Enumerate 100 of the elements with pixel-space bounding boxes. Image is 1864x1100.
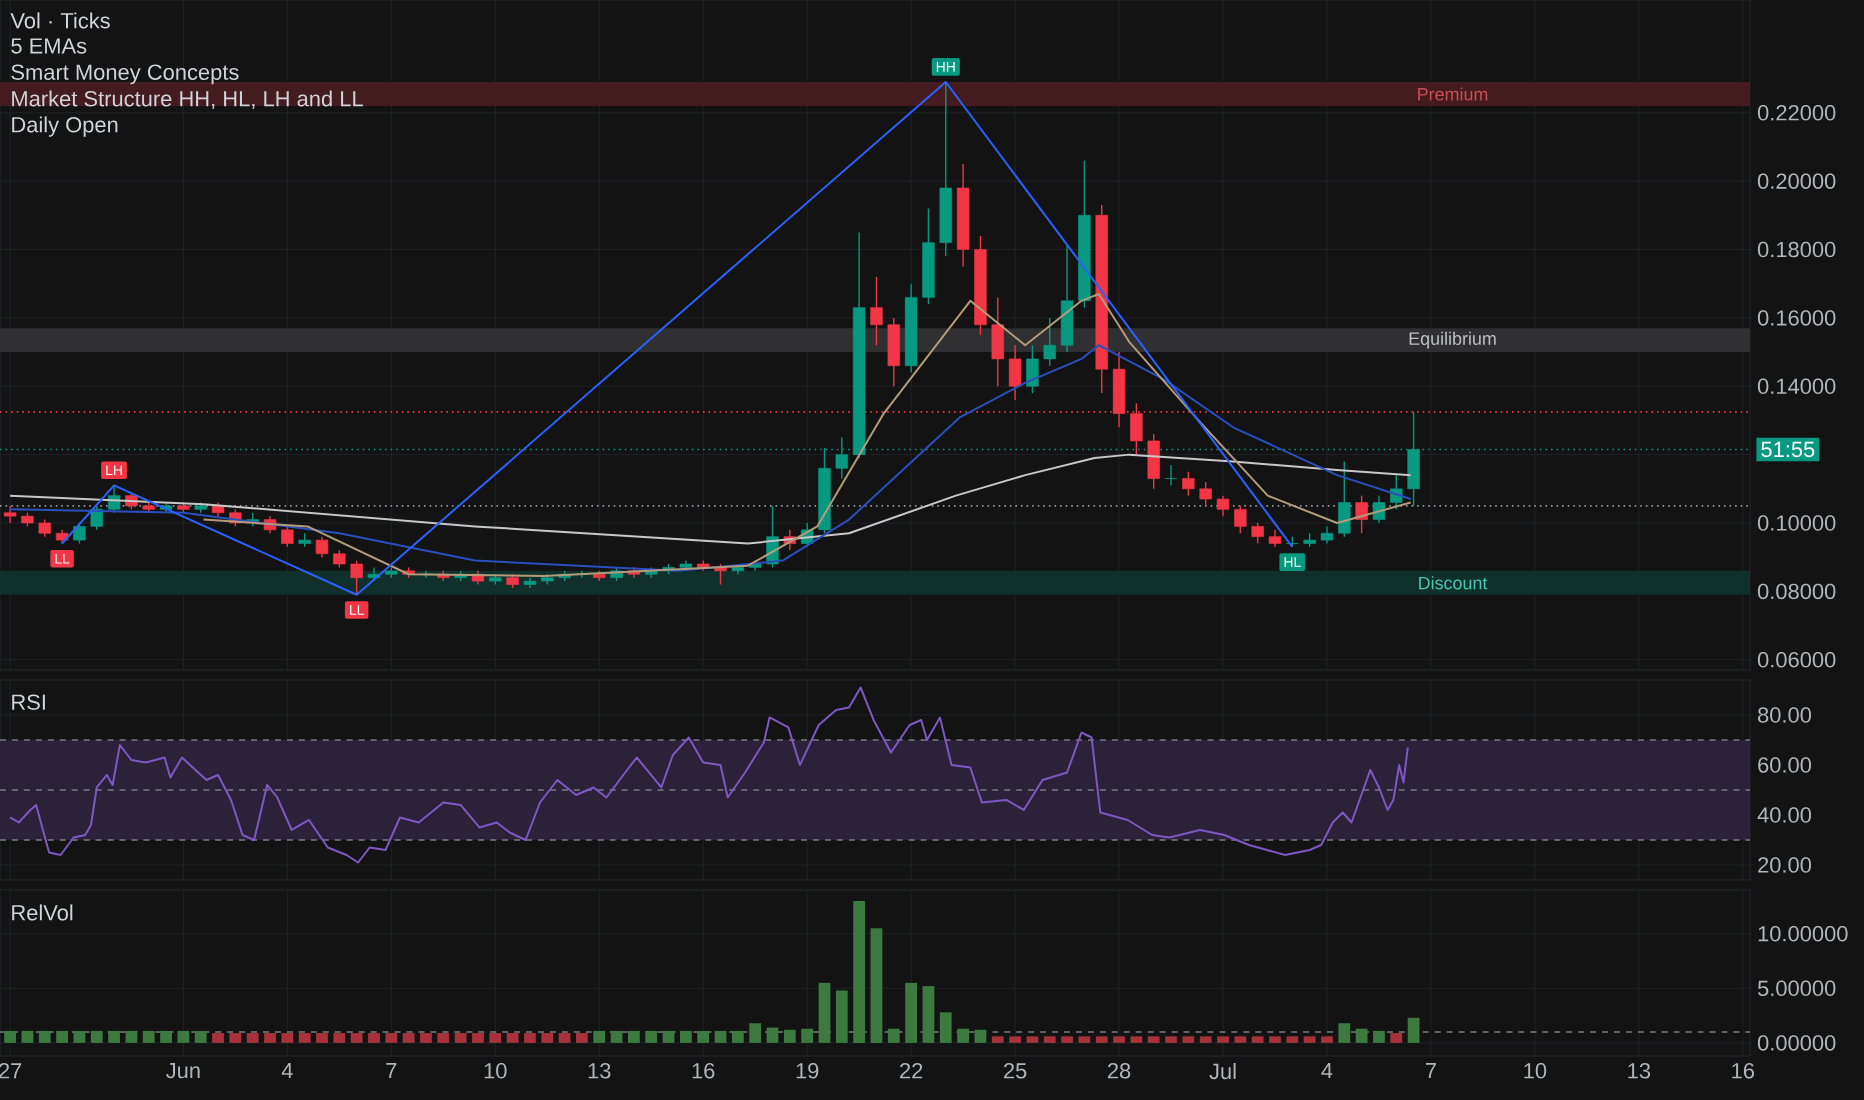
candlestick — [1199, 481, 1212, 507]
y-tick-label: 10.00000 — [1758, 925, 1848, 942]
band-label: Premium — [1418, 87, 1488, 101]
bar — [749, 1023, 762, 1043]
bar — [1078, 1036, 1091, 1043]
bar — [1373, 1030, 1385, 1043]
candlestick — [1216, 494, 1230, 517]
bar — [1286, 1036, 1299, 1043]
bar — [246, 1033, 259, 1043]
bar — [1303, 1036, 1316, 1043]
band-label: Discount — [1419, 576, 1488, 590]
x-tick-label: 13 — [1628, 1063, 1651, 1079]
bar — [905, 982, 918, 1043]
candlestick — [1338, 460, 1351, 538]
bar — [679, 1030, 692, 1043]
bar — [610, 1030, 623, 1043]
bar — [264, 1033, 276, 1043]
y-tick-label: 0.20000 — [1757, 173, 1836, 189]
bar — [870, 928, 883, 1043]
bar — [472, 1033, 484, 1043]
bar — [541, 1033, 554, 1043]
y-tick-label: 40.00 — [1757, 807, 1812, 823]
bar — [489, 1033, 502, 1043]
bar — [957, 1028, 969, 1043]
y-tick-label: 0.16000 — [1757, 310, 1836, 326]
annotation: Vol · Ticks — [10, 12, 110, 29]
candlestick — [281, 525, 294, 548]
bar — [731, 1030, 744, 1043]
bar — [1338, 1023, 1351, 1043]
bar — [125, 1030, 138, 1043]
y-tick-label: 5.00000 — [1757, 980, 1836, 997]
x-tick-label: 7 — [386, 1063, 397, 1079]
bar — [1113, 1036, 1125, 1043]
bar — [1061, 1036, 1073, 1043]
annotation: 5 EMAs — [11, 38, 87, 54]
bar — [142, 1030, 155, 1043]
bar — [939, 1012, 952, 1043]
bar — [1147, 1036, 1160, 1043]
bar — [662, 1030, 675, 1043]
bar — [1321, 1036, 1333, 1043]
y-tick-label: 20.00 — [1758, 857, 1812, 873]
bar — [1251, 1036, 1264, 1043]
bar — [1199, 1036, 1212, 1043]
candlestick — [1182, 471, 1195, 497]
bar — [21, 1030, 34, 1043]
bar — [420, 1033, 432, 1043]
bar — [1182, 1036, 1195, 1043]
bar — [316, 1033, 328, 1043]
text: RSI — [12, 694, 45, 710]
bar — [90, 1030, 103, 1043]
annotation: Daily Open — [12, 116, 118, 137]
bar — [991, 1036, 1004, 1043]
candlestick — [1147, 433, 1160, 490]
x-tick-label: 10 — [484, 1063, 507, 1079]
y-tick-label: 0.08000 — [1757, 583, 1836, 600]
bar — [194, 1030, 207, 1043]
x-tick-label: Jun — [166, 1063, 200, 1079]
bar — [922, 986, 935, 1043]
x-tick-label: 28 — [1107, 1063, 1131, 1079]
x-tick-label: Jul — [1209, 1063, 1236, 1080]
bar — [73, 1030, 86, 1043]
bar — [108, 1030, 120, 1043]
annotation: 51:55 — [1761, 441, 1815, 458]
annotation: Smart Money Concepts — [11, 64, 239, 85]
bar — [1043, 1036, 1056, 1043]
bar — [281, 1033, 294, 1043]
bar — [627, 1030, 640, 1043]
bar — [766, 1027, 779, 1043]
bar — [160, 1030, 172, 1043]
x-tick-label: 25 — [1003, 1063, 1027, 1079]
candlestick — [887, 317, 900, 387]
bar — [368, 1033, 380, 1043]
bar — [801, 1028, 814, 1043]
bar — [887, 1028, 900, 1043]
bar — [558, 1033, 571, 1043]
bar — [298, 1033, 311, 1043]
bar — [177, 1030, 190, 1043]
candlestick — [1251, 522, 1264, 545]
x-tick-label: 10 — [1524, 1063, 1547, 1079]
bar — [1269, 1036, 1281, 1043]
bar — [1130, 1036, 1143, 1043]
annotation: Market Structure HH, HL, LH and LL — [12, 90, 363, 110]
y-tick-label: 60.00 — [1758, 757, 1812, 773]
x-tick-label: 13 — [588, 1063, 611, 1079]
bar — [1026, 1036, 1039, 1043]
candlestick — [1164, 464, 1178, 487]
bar — [350, 1033, 363, 1043]
bar — [593, 1030, 606, 1043]
bar — [454, 1033, 467, 1043]
candlestick — [350, 559, 363, 596]
bar — [697, 1030, 710, 1043]
x-tick-label: 16 — [1732, 1063, 1755, 1079]
x-tick-label: 4 — [1321, 1063, 1333, 1079]
x-tick-label: 16 — [692, 1063, 715, 1079]
bar — [1165, 1036, 1177, 1043]
bar — [576, 1033, 588, 1043]
bar — [524, 1033, 536, 1043]
y-tick-label: 80.00 — [1758, 707, 1812, 723]
candlestick — [870, 276, 883, 346]
x-tick-label: 19 — [796, 1063, 819, 1079]
